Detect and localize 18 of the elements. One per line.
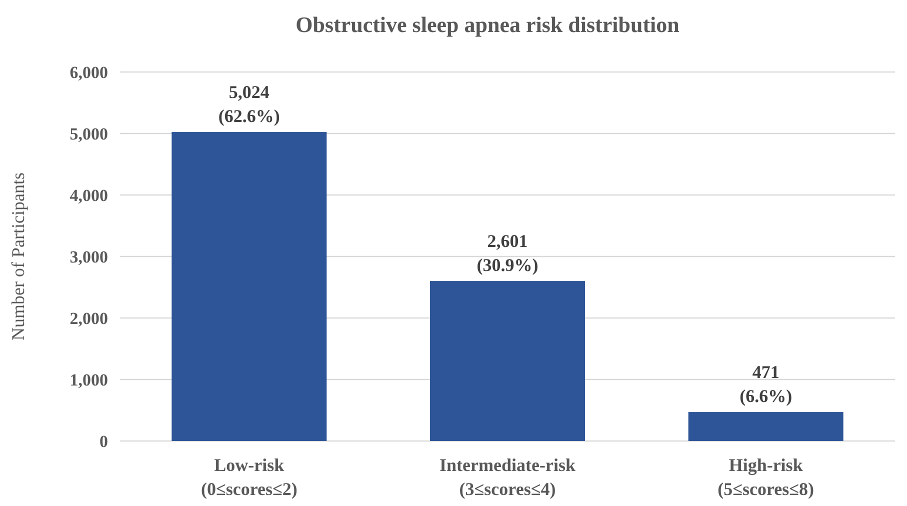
- chart-title: Obstructive sleep apnea risk distribution: [296, 12, 680, 37]
- y-tick-label: 0: [100, 432, 108, 451]
- data-label: 2,601 (30.9%): [476, 231, 538, 276]
- y-tick-label: 3,000: [70, 247, 108, 266]
- x-tick-label: Intermediate-risk (3≤scores≤4): [440, 455, 576, 499]
- bar: [172, 132, 327, 441]
- y-tick-label: 2,000: [70, 308, 108, 328]
- data-label: 471 (6.6%): [740, 362, 792, 406]
- bar: [430, 281, 585, 441]
- y-tick-label: 5,000: [70, 124, 108, 144]
- data-label: 5,024 (62.6%): [218, 82, 280, 126]
- y-tick-label: 1,000: [70, 370, 108, 390]
- y-tick-label: 6,000: [70, 62, 108, 82]
- x-tick-label: Low-risk (0≤scores≤2): [200, 455, 298, 499]
- bar: [688, 412, 844, 441]
- y-axis-title: Number of Participants: [8, 172, 28, 340]
- y-tick-label: 4,000: [70, 186, 108, 205]
- x-tick-label: High-risk (5≤scores≤8): [718, 455, 814, 499]
